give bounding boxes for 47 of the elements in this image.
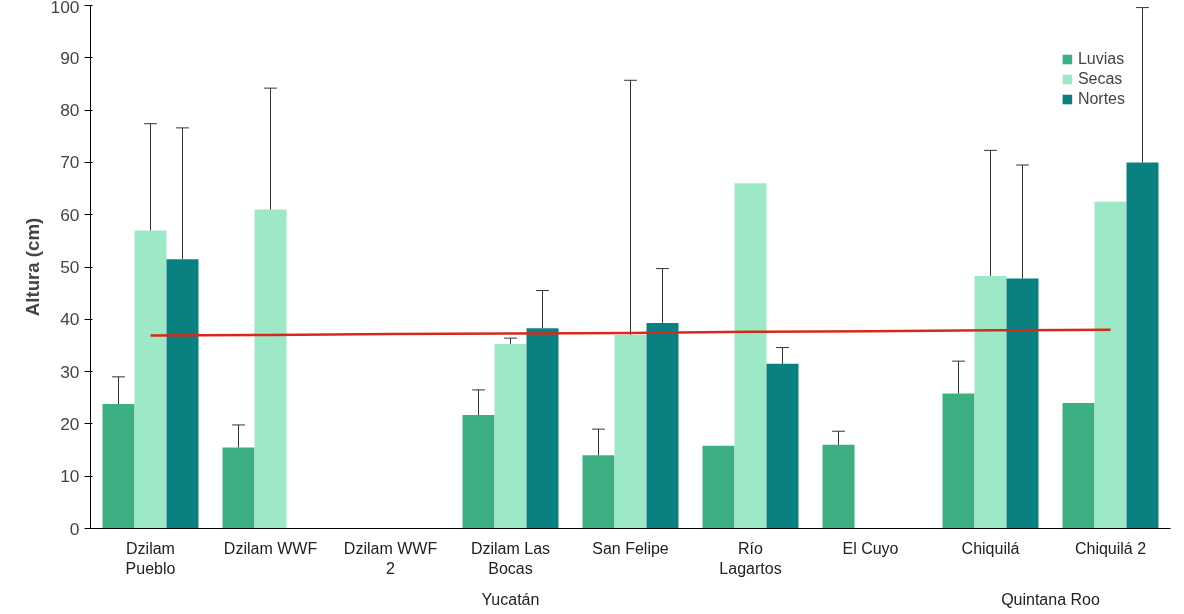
bar <box>462 415 495 529</box>
bar <box>734 183 767 529</box>
bar <box>166 259 199 529</box>
x-tick-label: Dzilam WWF <box>223 539 318 557</box>
x-tick-label: Chiquilá 2 <box>1074 539 1147 557</box>
bar <box>494 343 527 529</box>
y-tick-label: 70 <box>60 152 80 173</box>
bar <box>134 230 167 529</box>
text: Quintana Roo <box>1001 590 1100 608</box>
y-tick-label: 90 <box>60 47 80 68</box>
y-tick-label: 50 <box>60 257 80 277</box>
text: Yucatán <box>481 590 540 608</box>
y-tick-label: 80 <box>60 100 80 121</box>
bar <box>614 334 647 529</box>
bar <box>1062 402 1095 529</box>
bar <box>222 447 255 529</box>
bar <box>646 322 679 529</box>
bar <box>1126 162 1159 529</box>
y-tick-label: 0 <box>69 518 80 539</box>
bar <box>1094 201 1127 529</box>
x-tick-label: Dzilam Pueblo <box>125 539 176 577</box>
bar <box>526 328 559 529</box>
legend-label: Secas <box>1077 70 1123 88</box>
y-axis-title: Altura (cm) <box>21 217 43 317</box>
bar <box>1006 278 1039 529</box>
bar <box>702 445 735 529</box>
x-tick-label: San Felipe <box>592 539 669 557</box>
x-tick-label: Chiquilá <box>961 539 1020 557</box>
y-tick-label: 10 <box>60 466 80 487</box>
legend-label: Luvias <box>1077 50 1125 68</box>
y-tick-label: 20 <box>60 413 80 434</box>
legend-label: Nortes <box>1077 90 1125 108</box>
y-tick-label: 60 <box>60 204 80 225</box>
x-tick-label: Dzilam Las Bocas <box>470 539 551 577</box>
bar <box>766 363 799 529</box>
y-tick-label: 100 <box>50 0 80 17</box>
x-tick-label: Dzilam WWF 2 <box>343 539 438 577</box>
bar <box>254 209 287 529</box>
x-tick-label: El Cuyo <box>842 539 899 557</box>
y-tick-label: 40 <box>60 309 80 330</box>
x-tick-label: Río Lagartos <box>719 539 782 577</box>
bar <box>822 444 855 529</box>
bar <box>942 393 975 529</box>
bar <box>582 455 615 529</box>
bar <box>974 275 1007 529</box>
bar <box>102 404 135 529</box>
y-tick-label: 30 <box>60 361 80 382</box>
